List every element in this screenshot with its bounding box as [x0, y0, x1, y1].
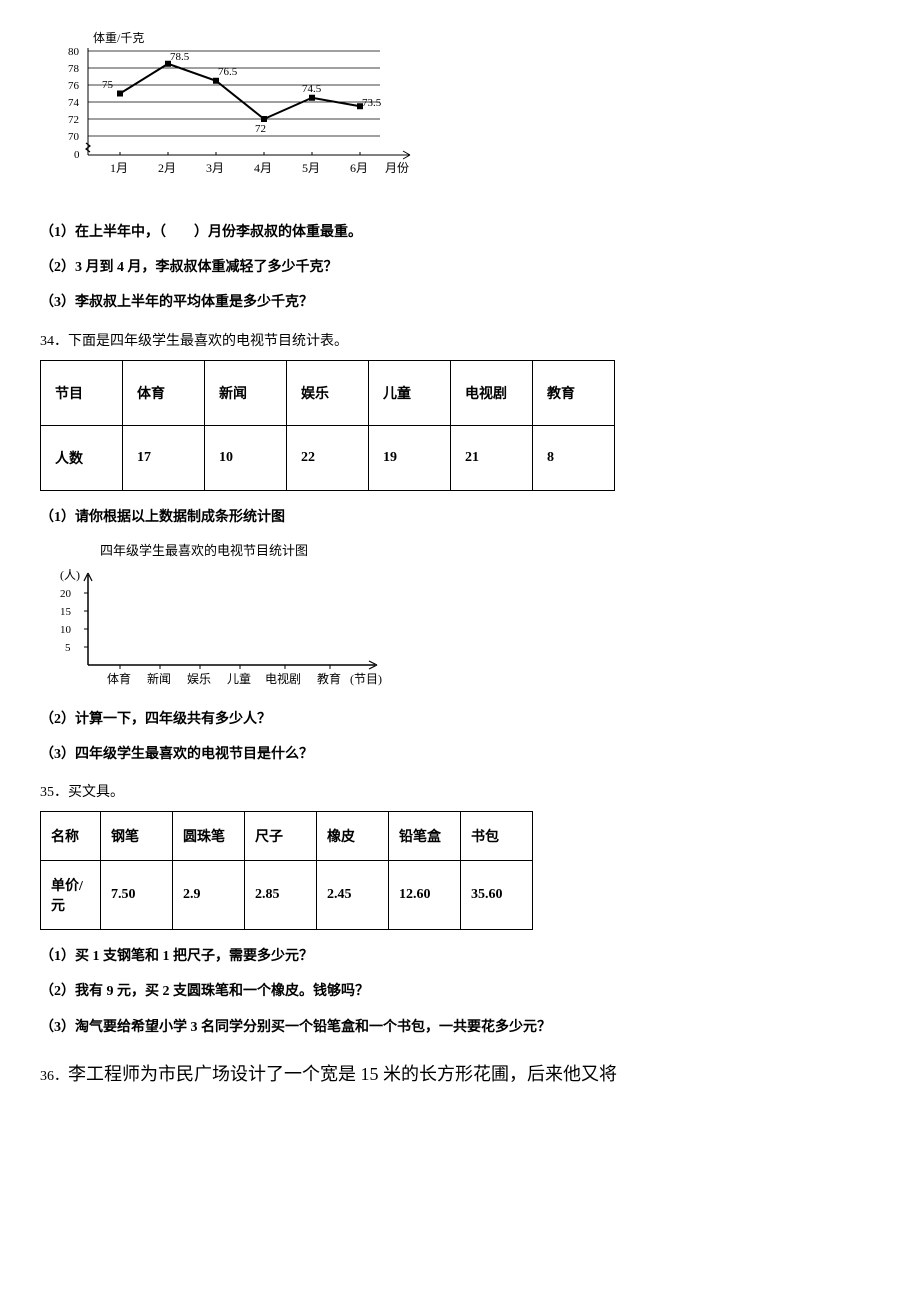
x-tick-feb: 2月: [158, 161, 176, 175]
val-sports: 17: [123, 425, 205, 490]
val-6: 73.5: [362, 97, 382, 109]
val-2: 78.5: [170, 51, 190, 63]
q36-body: 李工程师为市民广场设计了一个宽是 15 米的长方形花圃，后来他又将: [68, 1064, 617, 1084]
col-eraser: 橡皮: [317, 812, 389, 861]
bar-chart-title: 四年级学生最喜欢的电视节目统计图: [100, 540, 880, 559]
val-education: 8: [533, 425, 615, 490]
val-children: 19: [369, 425, 451, 490]
q33-sub3: （3）李叔叔上半年的平均体重是多少千克？: [40, 290, 880, 315]
bar-x-label: (节目): [350, 672, 382, 686]
data-line: [120, 64, 360, 119]
tv-bar-chart: (人) 5 10 15 20 体育 新闻 娱乐: [40, 565, 400, 695]
val-pencilcase: 12.60: [389, 861, 461, 930]
col-bag: 书包: [461, 812, 533, 861]
col-drama: 电视剧: [451, 360, 533, 425]
row-header-price: 单价/元: [41, 861, 101, 930]
val-pen: 7.50: [101, 861, 173, 930]
val-1: 75: [102, 79, 114, 91]
y-tick-72: 72: [68, 114, 79, 126]
bar-x-news: 新闻: [147, 671, 171, 686]
val-drama: 21: [451, 425, 533, 490]
val-4: 72: [255, 123, 266, 135]
col-ruler: 尺子: [245, 812, 317, 861]
col-education: 教育: [533, 360, 615, 425]
col-pencilcase: 铅笔盒: [389, 812, 461, 861]
row-header-program: 节目: [41, 360, 123, 425]
weight-line-chart: 体重/千克 80 78 76 74 72 70 0 1月 2月 3月 4: [40, 30, 420, 210]
x-tick-mar: 3月: [206, 161, 224, 175]
y-axis-title: 体重/千克: [93, 31, 144, 45]
q35-sub3: （3）淘气要给希望小学 3 名同学分别买一个铅笔盒和一个书包，一共要花多少元？: [40, 1015, 880, 1040]
q33-sub2: （2）3 月到 4 月，李叔叔体重减轻了多少千克？: [40, 255, 880, 280]
x-tick-apr: 4月: [254, 161, 272, 175]
y-tick-0: 0: [74, 149, 80, 161]
y-tick-78: 78: [68, 63, 80, 75]
y-tick-70: 70: [68, 131, 80, 143]
q36-text: 36．李工程师为市民广场设计了一个宽是 15 米的长方形花圃，后来他又将: [40, 1056, 880, 1092]
row-header-name: 名称: [41, 812, 101, 861]
val-5: 74.5: [302, 83, 322, 95]
bar-x-sports: 体育: [107, 671, 131, 686]
bar-ytick-10: 10: [60, 624, 72, 636]
col-news: 新闻: [205, 360, 287, 425]
q34-sub3: （3）四年级学生最喜欢的电视节目是什么？: [40, 742, 880, 767]
q33-sub1: （1）在上半年中，（ ）月份李叔叔的体重最重。: [40, 220, 880, 245]
bar-ytick-5: 5: [65, 642, 71, 654]
bar-chart-container: 四年级学生最喜欢的电视节目统计图 (人) 5 10 15 20: [40, 540, 880, 695]
table-row: 节目 体育 新闻 娱乐 儿童 电视剧 教育: [41, 360, 615, 425]
tv-program-table: 节目 体育 新闻 娱乐 儿童 电视剧 教育 人数 17 10 22 19 21 …: [40, 360, 615, 491]
val-eraser: 2.45: [317, 861, 389, 930]
val-entertainment: 22: [287, 425, 369, 490]
val-ruler: 2.85: [245, 861, 317, 930]
val-bag: 35.60: [461, 861, 533, 930]
q36-prefix: 36．: [40, 1069, 68, 1084]
y-tick-76: 76: [68, 80, 80, 92]
table-row: 单价/元 7.50 2.9 2.85 2.45 12.60 35.60: [41, 861, 533, 930]
col-pen: 钢笔: [101, 812, 173, 861]
stationery-table: 名称 钢笔 圆珠笔 尺子 橡皮 铅笔盒 书包 单价/元 7.50 2.9 2.8…: [40, 811, 533, 930]
x-tick-jun: 6月: [350, 161, 368, 175]
x-axis-title: 月份: [385, 161, 409, 175]
row-header-count: 人数: [41, 425, 123, 490]
val-3: 76.5: [218, 66, 238, 78]
bar-ytick-15: 15: [60, 606, 72, 618]
bar-x-edu: 教育: [317, 671, 341, 686]
q34-sub2: （2）计算一下，四年级共有多少人？: [40, 707, 880, 732]
table-row: 人数 17 10 22 19 21 8: [41, 425, 615, 490]
col-sports: 体育: [123, 360, 205, 425]
q35-sub1: （1）买 1 支钢笔和 1 把尺子，需要多少元？: [40, 944, 880, 969]
y-tick-74: 74: [68, 97, 80, 109]
bar-x-child: 儿童: [227, 671, 251, 686]
col-ballpen: 圆珠笔: [173, 812, 245, 861]
q34-sub1: （1）请你根据以上数据制成条形统计图: [40, 505, 880, 530]
q34-header: 34．下面是四年级学生最喜欢的电视节目统计表。: [40, 330, 880, 350]
bar-y-label: (人): [60, 568, 80, 582]
col-entertainment: 娱乐: [287, 360, 369, 425]
q35-header: 35．买文具。: [40, 781, 880, 801]
bar-x-ent: 娱乐: [187, 672, 211, 686]
q35-sub2: （2）我有 9 元，买 2 支圆珠笔和一个橡皮。钱够吗？: [40, 979, 880, 1004]
val-news: 10: [205, 425, 287, 490]
x-tick-jan: 1月: [110, 161, 128, 175]
col-children: 儿童: [369, 360, 451, 425]
bar-x-drama: 电视剧: [265, 671, 301, 686]
y-tick-80: 80: [68, 46, 80, 58]
val-ballpen: 2.9: [173, 861, 245, 930]
x-tick-may: 5月: [302, 161, 320, 175]
table-row: 名称 钢笔 圆珠笔 尺子 橡皮 铅笔盒 书包: [41, 812, 533, 861]
bar-ytick-20: 20: [60, 588, 72, 600]
